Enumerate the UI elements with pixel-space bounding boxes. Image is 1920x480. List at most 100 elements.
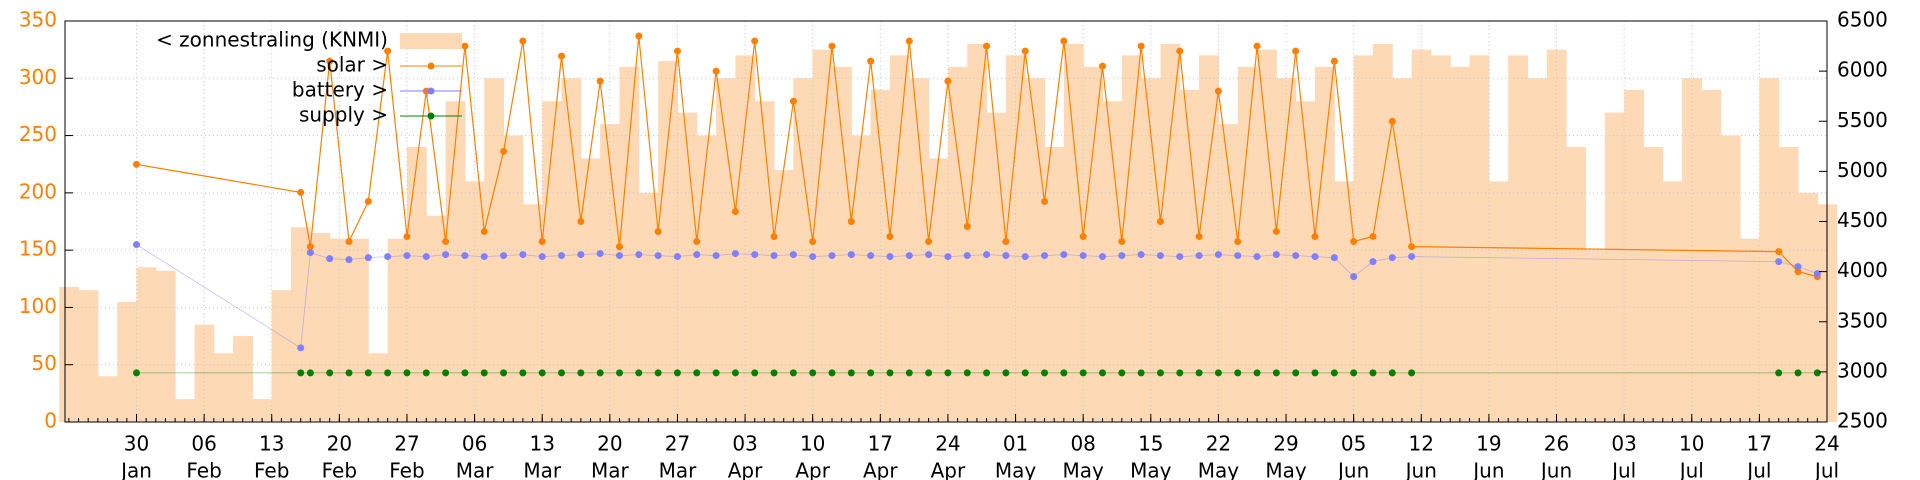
y-tick-label: 0 [44, 409, 57, 433]
data-point [364, 369, 372, 377]
data-point [1021, 253, 1029, 261]
data-point [1176, 253, 1184, 261]
radiation-bar [1141, 78, 1161, 423]
data-point [1002, 369, 1010, 377]
data-point [1195, 233, 1203, 241]
x-tick-label: 24 [935, 432, 960, 456]
data-point [461, 369, 469, 377]
data-point [364, 197, 372, 205]
data-point [905, 252, 913, 260]
data-point [1369, 258, 1377, 266]
radiation-bar [1701, 89, 1722, 422]
data-point [384, 47, 392, 55]
data-point [1176, 369, 1184, 377]
plot-area [59, 43, 1838, 423]
data-point [1060, 369, 1068, 377]
data-point [538, 253, 546, 261]
y2-tick-label: 3500 [1837, 308, 1888, 332]
data-point [596, 77, 604, 85]
data-point [635, 32, 643, 40]
data-point [1388, 254, 1396, 262]
data-point [1098, 253, 1106, 261]
radiation-bar [1392, 78, 1413, 423]
radiation-bar [677, 112, 698, 423]
data-point [1002, 238, 1010, 246]
data-point [828, 42, 836, 50]
x-tick-label: 19 [1476, 432, 1501, 456]
radiation-bar [252, 399, 273, 422]
data-point [1079, 252, 1087, 260]
x-tick-label: 15 [1138, 432, 1163, 456]
data-point [1794, 369, 1802, 377]
data-point [1079, 233, 1087, 241]
radiation-bar [1604, 112, 1625, 423]
data-point [1118, 252, 1126, 260]
radiation-bar [233, 336, 253, 422]
y-tick-label: 300 [19, 65, 57, 89]
x-tick-month: Mar [659, 459, 698, 480]
radiation-bar [1546, 49, 1567, 423]
data-point [577, 218, 585, 225]
data-point [1234, 369, 1242, 377]
data-point [712, 252, 720, 260]
data-point [1214, 87, 1222, 95]
x-tick-label: 17 [1747, 432, 1772, 456]
y-tick-label: 350 [19, 8, 57, 32]
data-point [1060, 251, 1068, 259]
data-point [461, 42, 469, 50]
x-tick-month: Apr [795, 459, 830, 480]
radiation-bar [1430, 55, 1451, 422]
y2-tick-label: 2500 [1837, 409, 1888, 433]
x-tick-month: Feb [186, 459, 221, 480]
data-point [1156, 218, 1164, 225]
data-point [1098, 62, 1106, 70]
data-point [1137, 251, 1145, 259]
data-point [306, 243, 314, 251]
data-point [654, 228, 662, 236]
data-point [1041, 252, 1049, 260]
x-tick-label: 17 [868, 432, 893, 456]
data-point [770, 252, 778, 260]
radiation-bar [1295, 101, 1316, 422]
data-point [558, 52, 566, 60]
radiation-bar [291, 227, 311, 422]
data-point [1292, 252, 1300, 260]
radiation-bar [832, 66, 852, 422]
data-point [635, 251, 643, 259]
radiation-bar [1005, 55, 1026, 422]
x-tick-label: 29 [1273, 432, 1298, 456]
x-tick-label: 27 [394, 432, 419, 456]
data-point [306, 369, 314, 377]
data-point [577, 251, 585, 259]
data-point [480, 228, 488, 236]
data-point [751, 369, 759, 377]
data-point [384, 253, 392, 261]
legend-swatch [400, 33, 462, 49]
y2-tick-label: 4500 [1837, 208, 1888, 232]
data-point [1775, 248, 1783, 256]
data-point [1794, 263, 1802, 271]
data-point [751, 251, 759, 259]
radiation-bar [426, 215, 447, 422]
data-point [1311, 233, 1319, 241]
data-point [1079, 369, 1087, 377]
radiation-bar [696, 135, 717, 423]
data-point [1118, 369, 1126, 377]
x-tick-month: Mar [591, 459, 630, 480]
x-tick-label: 06 [462, 432, 487, 456]
radiation-bar [484, 78, 505, 423]
radiation-bar [136, 267, 157, 422]
data-point [500, 147, 508, 155]
radiation-bar [1160, 43, 1181, 423]
data-point [558, 252, 566, 260]
data-point [384, 369, 392, 377]
data-point [809, 369, 817, 377]
data-point [789, 251, 797, 259]
radiation-bar [78, 290, 99, 422]
data-point [905, 369, 913, 377]
radiation-bar [97, 376, 118, 422]
data-point [1369, 233, 1377, 241]
radiation-bar [735, 55, 756, 422]
radiation-bar [889, 55, 910, 422]
y-tick-label: 150 [19, 237, 57, 261]
